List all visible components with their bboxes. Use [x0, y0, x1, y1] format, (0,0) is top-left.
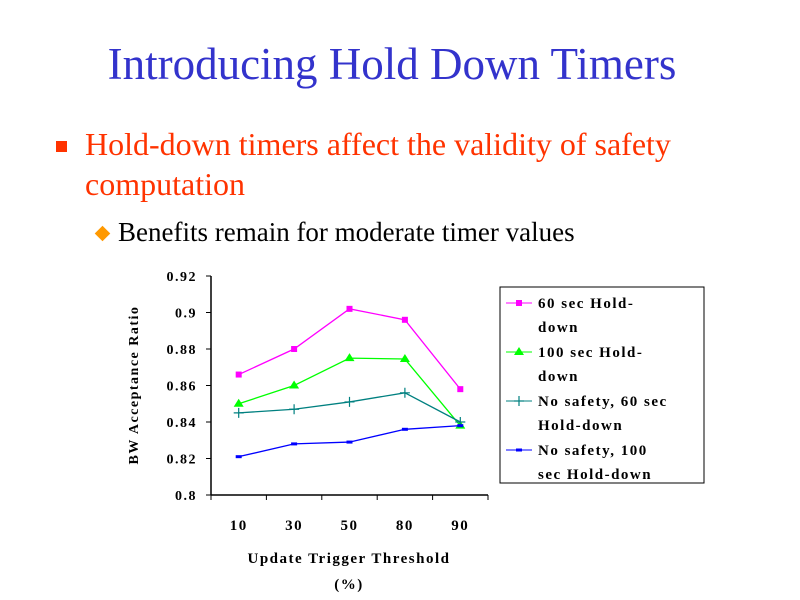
legend-label: 60 sec Hold-down [538, 296, 634, 336]
x-tick-label: 90 [451, 518, 469, 534]
data-point [399, 354, 410, 363]
bullet-text: Hold-down timers affect the validity of … [85, 126, 671, 202]
x-tick-label: 30 [285, 518, 303, 534]
legend-box [499, 286, 705, 484]
x-tick-label: 80 [396, 518, 414, 534]
legend-marker [514, 396, 524, 406]
data-point [401, 427, 408, 431]
data-point [346, 440, 353, 444]
x-axis-label-unit: (%) [334, 577, 364, 593]
y-tick-label: 0.92 [167, 270, 198, 285]
data-point [235, 371, 242, 378]
legend-marker [516, 448, 522, 452]
data-point [401, 316, 408, 323]
data-point [233, 407, 244, 418]
data-point [457, 424, 464, 428]
sub-bullet-text: Benefits remain for moderate timer value… [118, 217, 575, 247]
data-point [344, 353, 355, 362]
y-tick-label: 0.8 [175, 489, 197, 504]
data-point [399, 387, 410, 398]
data-point [457, 386, 464, 393]
y-tick-label: 0.86 [167, 380, 198, 395]
data-point [346, 305, 353, 312]
legend-marker [516, 300, 522, 306]
x-tick-label: 50 [341, 518, 359, 534]
data-point [291, 346, 298, 352]
y-axis-label: BW Acceptance Ratio [127, 306, 142, 465]
x-tick-label: 10 [230, 518, 248, 534]
legend-marker [514, 347, 524, 355]
series-line-2 [238, 357, 461, 427]
x-axis-label: Update Trigger Threshold [248, 551, 451, 567]
square-bullet-icon [56, 141, 67, 152]
y-tick-label: 0.9 [175, 307, 197, 322]
y-tick-label: 0.82 [167, 453, 198, 468]
legend-label: No safety, 100 sec Hold-down [538, 443, 652, 483]
data-point [291, 442, 298, 446]
legend-label: No safety, 60 sec Hold-down [538, 394, 668, 434]
data-point [289, 404, 300, 415]
slide-title: Introducing Hold Down Timers [107, 39, 677, 89]
y-tick-label: 0.88 [167, 343, 198, 358]
data-point [233, 398, 244, 407]
data-point [289, 380, 300, 389]
legend-label: 100 sec Hold-down [538, 345, 643, 385]
data-point [235, 455, 242, 459]
series-line-1 [238, 308, 461, 390]
data-point [344, 396, 355, 407]
y-tick-label: 0.84 [167, 416, 198, 431]
